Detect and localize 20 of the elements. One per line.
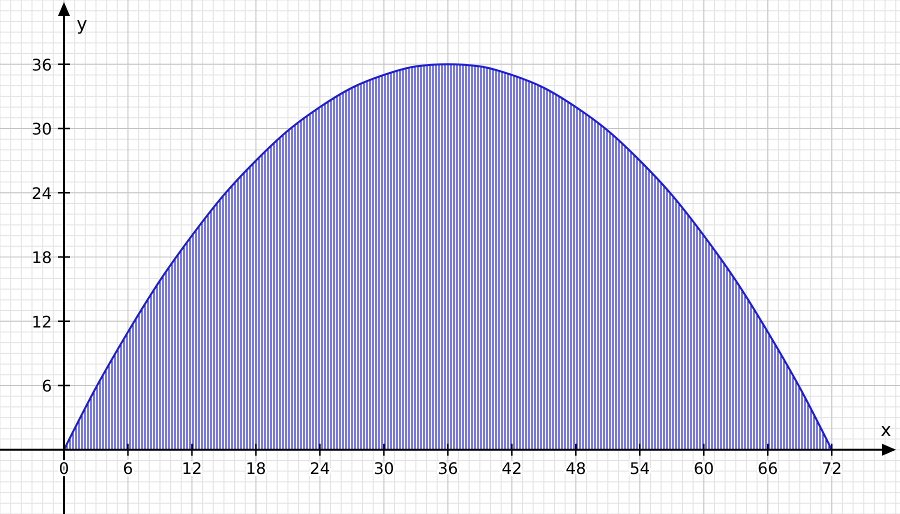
x-tick-label: 48: [566, 458, 586, 478]
x-tick-label: 66: [758, 458, 778, 478]
x-tick-label: 60: [694, 458, 714, 478]
x-tick-label: 18: [246, 458, 266, 478]
x-tick-label: 72: [822, 458, 842, 478]
x-tick-label: 6: [122, 458, 134, 478]
x-tick-label: 12: [182, 458, 202, 478]
x-tick-label: 24: [310, 458, 330, 478]
y-tick-label: 18: [32, 248, 52, 267]
y-tick-label: 24: [32, 184, 52, 203]
y-tick-label: 6: [42, 376, 52, 396]
x-tick-label: 36: [438, 458, 458, 478]
y-tick-label: 36: [32, 55, 52, 74]
x-tick-label: 30: [374, 458, 394, 478]
x-tick-label: 42: [502, 458, 522, 478]
y-tick-label: 12: [32, 312, 52, 332]
x-tick-label: 54: [630, 458, 650, 478]
y-tick-label: 30: [32, 120, 52, 138]
x-axis-title: x: [880, 420, 892, 441]
y-axis-title: y: [76, 14, 88, 35]
